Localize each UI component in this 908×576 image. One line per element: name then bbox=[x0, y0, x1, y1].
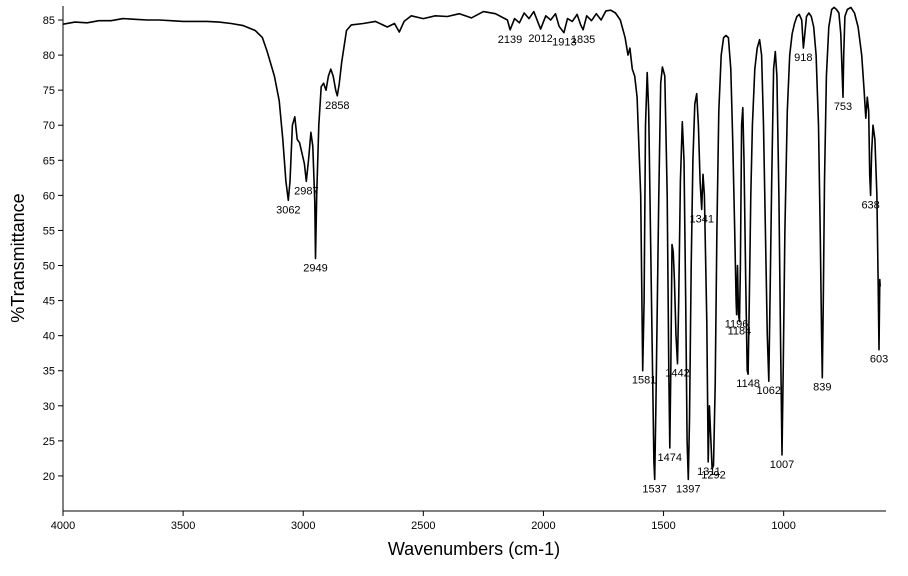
x-tick-label: 4000 bbox=[51, 520, 75, 532]
y-tick-label: 70 bbox=[43, 120, 55, 132]
x-tick-label: 2000 bbox=[531, 520, 555, 532]
y-tick-label: 85 bbox=[43, 15, 55, 27]
peak-label: 1537 bbox=[642, 483, 666, 495]
x-ticks: 4000 3500 3000 2500 2000 1500 1000 bbox=[51, 511, 796, 532]
peak-label: 2949 bbox=[303, 263, 327, 275]
peak-label: 1062 bbox=[757, 385, 781, 397]
x-tick-label: 1000 bbox=[771, 520, 795, 532]
y-tick-label: 75 bbox=[43, 85, 55, 97]
y-tick-label: 65 bbox=[43, 155, 55, 167]
peak-label: 1292 bbox=[701, 469, 725, 481]
peak-label: 2012 bbox=[528, 33, 552, 45]
spectrum-line bbox=[62, 6, 881, 481]
peak-label: 1148 bbox=[736, 378, 760, 390]
x-tick-label: 3500 bbox=[171, 520, 195, 532]
peak-label: 3062 bbox=[276, 204, 300, 216]
peak-label: 1196 bbox=[725, 319, 749, 331]
x-tick-label: 3000 bbox=[291, 520, 315, 532]
peak-label: 753 bbox=[834, 101, 852, 113]
y-tick-label: 20 bbox=[43, 471, 55, 483]
peak-label: 1442 bbox=[665, 368, 689, 380]
y-tick-label: 30 bbox=[43, 401, 55, 413]
peak-label: 1007 bbox=[770, 459, 794, 471]
y-tick-label: 40 bbox=[43, 331, 55, 343]
peak-label: 2858 bbox=[325, 100, 349, 112]
peak-label: 2987 bbox=[294, 185, 318, 197]
peak-label: 839 bbox=[813, 382, 831, 394]
peak-label: 603 bbox=[870, 354, 888, 366]
x-tick-label: 2500 bbox=[411, 520, 435, 532]
peak-label: 1397 bbox=[676, 483, 700, 495]
series-group bbox=[62, 6, 881, 481]
y-tick-label: 60 bbox=[43, 190, 55, 202]
peak-label: 2139 bbox=[498, 34, 522, 46]
peak-label: 1913 bbox=[552, 37, 576, 49]
y-axis-title: %Transmittance bbox=[8, 193, 28, 322]
peak-label: 1474 bbox=[658, 452, 682, 464]
y-tick-label: 35 bbox=[43, 366, 55, 378]
peak-label: 638 bbox=[861, 199, 879, 211]
y-tick-label: 25 bbox=[43, 436, 55, 448]
x-tick-label: 1500 bbox=[651, 520, 675, 532]
y-ticks: 20 25 30 35 40 45 50 55 60 65 70 75 80 85 bbox=[43, 15, 63, 483]
peak-label: 1581 bbox=[632, 375, 656, 387]
peak-label: 1311 bbox=[697, 466, 721, 478]
y-tick-label: 50 bbox=[43, 261, 55, 273]
peak-label: 1835 bbox=[571, 34, 595, 46]
x-axis-title: Wavenumbers (cm-1) bbox=[388, 539, 560, 559]
y-tick-label: 45 bbox=[43, 296, 55, 308]
peak-label: 1184 bbox=[728, 326, 752, 338]
y-tick-label: 55 bbox=[43, 225, 55, 237]
peak-label: 918 bbox=[794, 52, 812, 64]
peak-label: 1341 bbox=[690, 213, 714, 225]
y-tick-label: 80 bbox=[43, 50, 55, 62]
